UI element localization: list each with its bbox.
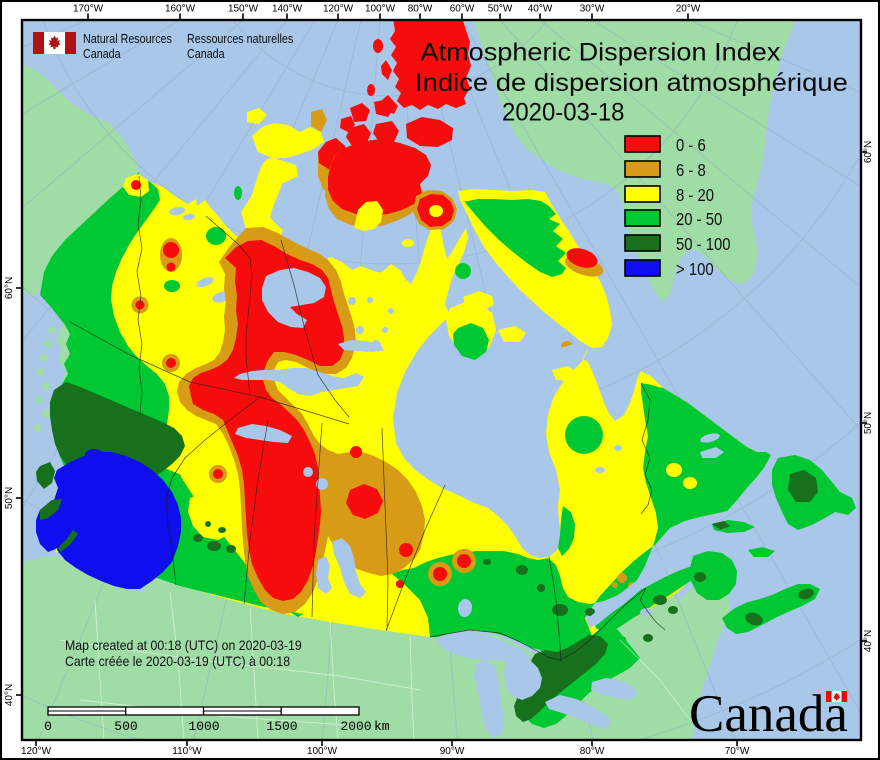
svg-text:8 - 20: 8 - 20 <box>676 186 714 205</box>
svg-text:120°W: 120°W <box>323 4 354 15</box>
svg-text:500: 500 <box>114 719 137 734</box>
svg-text:170°W: 170°W <box>73 4 104 15</box>
svg-text:30°W: 30°W <box>580 4 605 15</box>
svg-text:Atmospheric Dispersion Index: Atmospheric Dispersion Index <box>421 37 781 66</box>
svg-text:160°W: 160°W <box>165 4 196 15</box>
svg-text:80°W: 80°W <box>580 746 605 757</box>
svg-text:6 - 8: 6 - 8 <box>676 161 706 180</box>
svg-text:50°W: 50°W <box>488 4 513 15</box>
svg-text:2000: 2000 <box>340 719 371 734</box>
svg-text:100°W: 100°W <box>365 4 396 15</box>
svg-text:110°W: 110°W <box>172 746 202 757</box>
svg-text:50°N: 50°N <box>863 412 874 434</box>
svg-text:2020-03-18: 2020-03-18 <box>502 99 624 127</box>
svg-text:Canada: Canada <box>187 47 225 61</box>
svg-text:Indice de dispersion atmosphér: Indice de dispersion atmosphérique <box>415 68 848 97</box>
svg-text:Carte créée le 2020-03-19 (UTC: Carte créée le 2020-03-19 (UTC) à 00:18 <box>65 653 290 669</box>
svg-text:Canada: Canada <box>689 685 848 743</box>
svg-text:> 100: > 100 <box>676 260 714 279</box>
svg-text:140°W: 140°W <box>272 4 303 15</box>
svg-text:20 - 50: 20 - 50 <box>676 210 722 229</box>
svg-text:1500: 1500 <box>266 719 297 734</box>
svg-text:50°N: 50°N <box>4 487 15 509</box>
svg-text:Ressources naturelles: Ressources naturelles <box>187 32 293 46</box>
svg-text:40°W: 40°W <box>528 4 553 15</box>
svg-text:40°N: 40°N <box>4 684 15 706</box>
svg-text:0: 0 <box>44 719 52 734</box>
svg-text:60°N: 60°N <box>863 141 874 163</box>
svg-text:20°W: 20°W <box>676 4 701 15</box>
svg-text:70°W: 70°W <box>725 746 750 757</box>
svg-text:Canada: Canada <box>83 47 121 61</box>
svg-text:100°W: 100°W <box>307 746 338 757</box>
svg-text:1000: 1000 <box>188 719 219 734</box>
svg-text:50 - 100: 50 - 100 <box>676 235 731 254</box>
svg-text:Map created at 00:18 (UTC) on: Map created at 00:18 (UTC) on 2020-03-19 <box>65 637 302 653</box>
svg-text:60°W: 60°W <box>450 4 475 15</box>
svg-text:Natural Resources: Natural Resources <box>83 32 172 46</box>
svg-text:120°W: 120°W <box>21 746 52 757</box>
svg-text:0 - 6: 0 - 6 <box>676 136 706 155</box>
svg-text:40°N: 40°N <box>863 630 874 652</box>
svg-text:60°N: 60°N <box>4 277 15 299</box>
svg-text:80°W: 80°W <box>408 4 433 15</box>
svg-text:90°W: 90°W <box>440 746 465 757</box>
svg-text:150°W: 150°W <box>228 4 259 15</box>
svg-text:km: km <box>374 719 390 734</box>
